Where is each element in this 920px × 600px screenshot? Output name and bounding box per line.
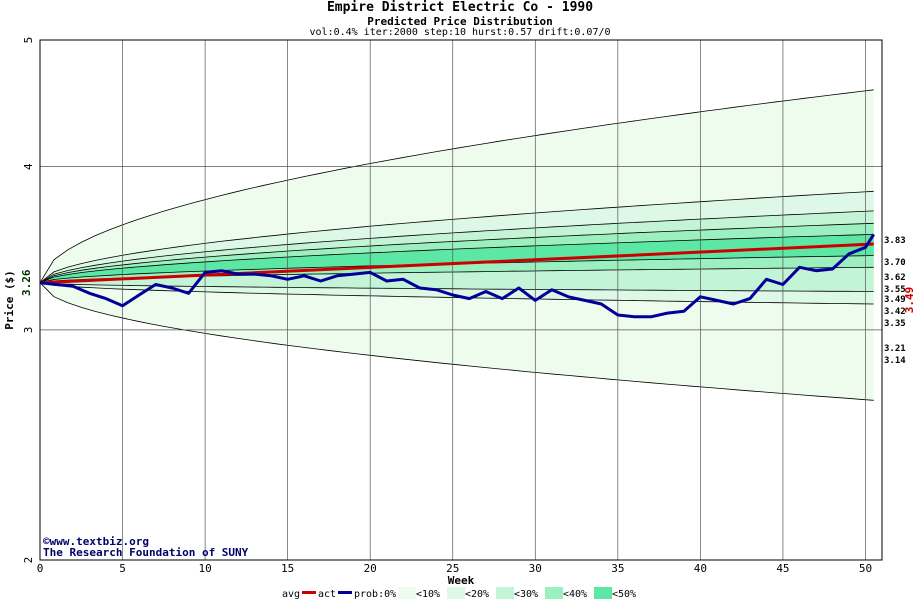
actual-price-line: [39, 233, 875, 319]
end-actual-label: 3.49: [903, 287, 916, 314]
x-tick-label: 25: [446, 562, 459, 575]
band-end-label: 3.14: [884, 356, 906, 366]
legend-band-label: <20%: [465, 589, 489, 600]
band-end-label: 3.62: [884, 273, 906, 283]
legend-act-label: act: [318, 589, 336, 600]
band-end-label: 3.42: [884, 307, 906, 317]
band-upper-boundary: [39, 222, 874, 284]
x-tick-label: 50: [859, 562, 872, 575]
credit-line-2: The Research Foundation of SUNY: [43, 546, 249, 559]
band-end-label: 3.70: [884, 258, 906, 268]
legend-avg-label: avg: [282, 589, 300, 600]
legend-band-label: <30%: [514, 589, 538, 600]
legend-band-swatch: [447, 587, 465, 599]
actual-price-path: [39, 233, 875, 319]
band-upper-boundary: [39, 234, 874, 284]
credit-line-1: ©www.textbiz.org: [43, 535, 149, 548]
legend: avg act prob:0% <10% <20% <30% <40% <50%: [282, 587, 636, 600]
x-axis-label: Week: [448, 574, 475, 587]
start-price-label: 3.26: [20, 269, 33, 296]
band-upper-boundary: [39, 190, 874, 284]
band-upper-boundary: [39, 89, 874, 283]
probability-bands: [39, 89, 874, 401]
y-tick-label: 2: [22, 557, 35, 564]
legend-avg-swatch: [302, 591, 316, 594]
chart-subtitle: Predicted Price Distribution: [367, 15, 553, 28]
y-tick-label: 4: [22, 163, 35, 170]
x-tick-label: 40: [694, 562, 707, 575]
band-lower-boundary: [39, 282, 874, 401]
chart-params: vol:0.4% iter:2000 step:10 hurst:0.57 dr…: [309, 27, 611, 38]
band-end-label: 3.83: [884, 236, 906, 246]
x-tick-label: 10: [198, 562, 211, 575]
x-tick-label: 15: [281, 562, 294, 575]
x-tick-label: 35: [611, 562, 624, 575]
x-tick-label: 45: [776, 562, 789, 575]
band-upper-boundary: [39, 210, 874, 284]
legend-band-swatch: [398, 587, 416, 599]
x-tick-label: 20: [364, 562, 377, 575]
legend-band-label: <40%: [563, 589, 587, 600]
x-tick-label: 0: [37, 562, 44, 575]
band-5: [40, 234, 874, 283]
band-end-label: 3.35: [884, 319, 906, 329]
average-line-path: [39, 242, 874, 285]
band-end-label: 3.55: [884, 285, 906, 295]
y-tick-label: 5: [22, 37, 35, 44]
plot-frame: [39, 39, 883, 561]
legend-prob-label: prob:0%: [354, 589, 396, 600]
band-end-label: 3.49: [884, 295, 906, 305]
band-lower-boundary: [39, 282, 874, 292]
chart-title: Empire District Electric Co - 1990: [326, 0, 594, 15]
band-end-label: 3.21: [884, 344, 906, 354]
legend-band-label: <10%: [416, 589, 440, 600]
legend-band-swatch: [545, 587, 563, 599]
legend-act-swatch: [338, 591, 352, 594]
x-tick-label: 30: [529, 562, 542, 575]
y-tick-label: 3: [22, 327, 35, 334]
x-tick-label: 5: [119, 562, 126, 575]
average-line: [39, 242, 874, 285]
legend-band-swatch: [496, 587, 514, 599]
legend-band-label: <50%: [612, 589, 636, 600]
axes: [39, 39, 883, 561]
legend-band-swatch: [594, 587, 612, 599]
y-axis-label: Price ($): [3, 270, 16, 330]
